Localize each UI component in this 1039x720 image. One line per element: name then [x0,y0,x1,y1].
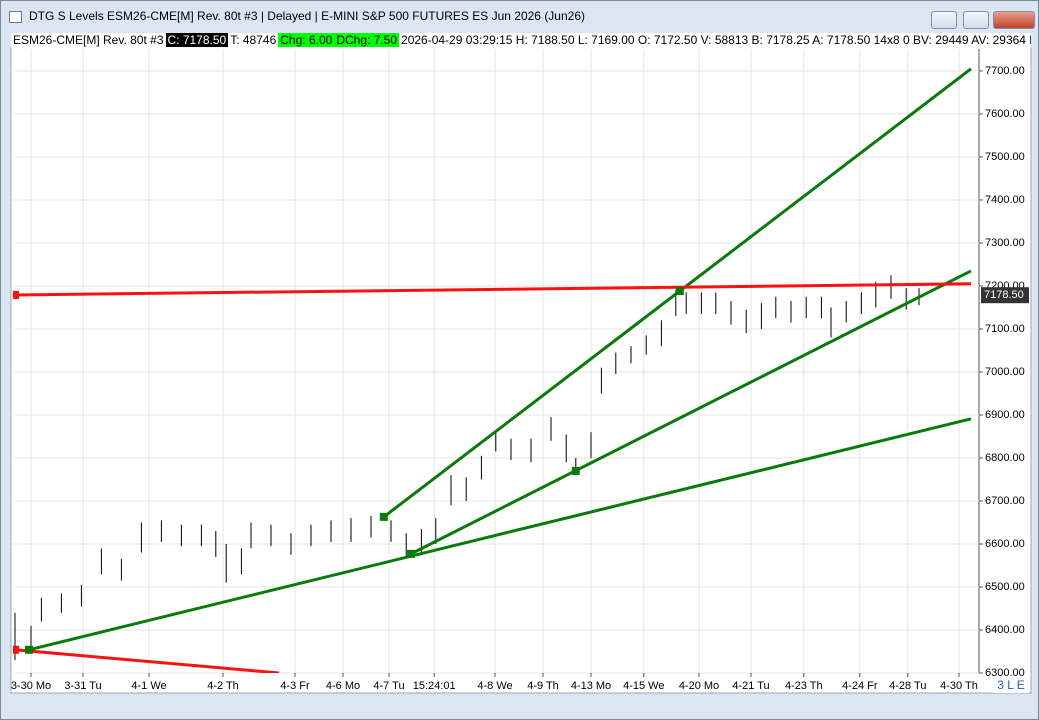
x-tick-label: 4-30 Th [940,680,978,692]
x-tick-label: 4-9 Th [527,680,559,692]
minimize-button[interactable] [931,11,957,29]
x-tick-label: 4-24 Fr [842,680,878,692]
y-tick-label: 6600.00 [985,538,1025,550]
y-tick-label: 6900.00 [985,409,1025,421]
x-tick-label: 15:24:01 [413,680,456,692]
x-tick-label: 4-15 We [623,680,664,692]
x-tick-label: 4-23 Th [785,680,823,692]
axes: 6300.00 6400.00 6500.00 6600.00 6700.00 6800.… [11,65,1029,692]
price-label: 7178.50 [984,289,1024,301]
maximize-button[interactable] [963,11,989,29]
chart-frame [10,46,1032,694]
x-tick-label: 4-8 We [477,680,512,692]
info-field: 2026-04-29 03:29:15 H: 7188.50 L: 7169.0… [399,33,1031,47]
info-bar: ESM26-CME[M] Rev. 80t #3 C: 7178.50 T: 487… [11,33,1031,48]
anchor-marker [13,645,19,654]
info-field: DChg: 7.50 [334,33,400,47]
plot-area [13,67,972,673]
y-tick-label: 6400.00 [985,624,1025,636]
price-label-box [981,287,1029,304]
x-tick-label: 4-2 Th [207,680,239,692]
y-tick-label: 7300.00 [985,237,1025,249]
trend-line [14,282,972,297]
trend-line [14,648,280,673]
info-field: Chg: 6.00 [278,33,335,47]
y-tick-label: 6500.00 [985,581,1025,593]
title-bar: DTG S Levels ESM26-CME[M] Rev. 80t #3 | … [1,1,1038,31]
anchor-marker [25,645,33,654]
x-tick-label: 4-20 Mo [679,680,719,692]
x-tick-label: 4-7 Tu [373,680,404,692]
info-field: ESM26-CME[M] Rev. 80t #3 [11,33,166,47]
x-tick-label: 4-3 Fr [280,680,310,692]
x-tick-label: 4-13 Mo [571,680,611,692]
info-field: T: 48746 [228,33,279,47]
x-tick-label: 4-6 Mo [326,680,360,692]
y-tick-label: 7600.00 [985,108,1025,120]
grid [13,49,979,674]
x-tick-label: 4-28 Tu [889,680,926,692]
trend-line [410,269,972,556]
anchor-marker [13,290,19,299]
anchor-marker [407,549,415,558]
window-icon [9,11,22,23]
y-tick-label: 6800.00 [985,452,1025,464]
x-tick-label: 3-30 Mo [11,680,51,692]
x-tick-label: 4-21 Tu [732,680,769,692]
y-tick-label: 7000.00 [985,366,1025,378]
anchor-marker [379,512,388,521]
corner-label[interactable]: 3 L E [993,678,1029,693]
anchor-marker [675,287,684,296]
x-tick-label: 4-1 We [131,680,166,692]
trend-line [28,417,972,652]
x-tick-label: 3-31 Tu [64,680,101,692]
y-tick-label: 7100.00 [985,323,1025,335]
y-tick-label: 7500.00 [985,151,1025,163]
y-tick-label: 6700.00 [985,495,1025,507]
info-field: C: 7178.50 [165,33,229,47]
anchor-marker [571,466,580,475]
y-tick-label: 7400.00 [985,194,1025,206]
y-tick-label: 7700.00 [985,65,1025,77]
y-tick-label: 6300.00 [985,667,1025,679]
window-title: DTG S Levels ESM26-CME[M] Rev. 80t #3 | … [29,9,586,23]
close-button[interactable] [993,11,1035,29]
